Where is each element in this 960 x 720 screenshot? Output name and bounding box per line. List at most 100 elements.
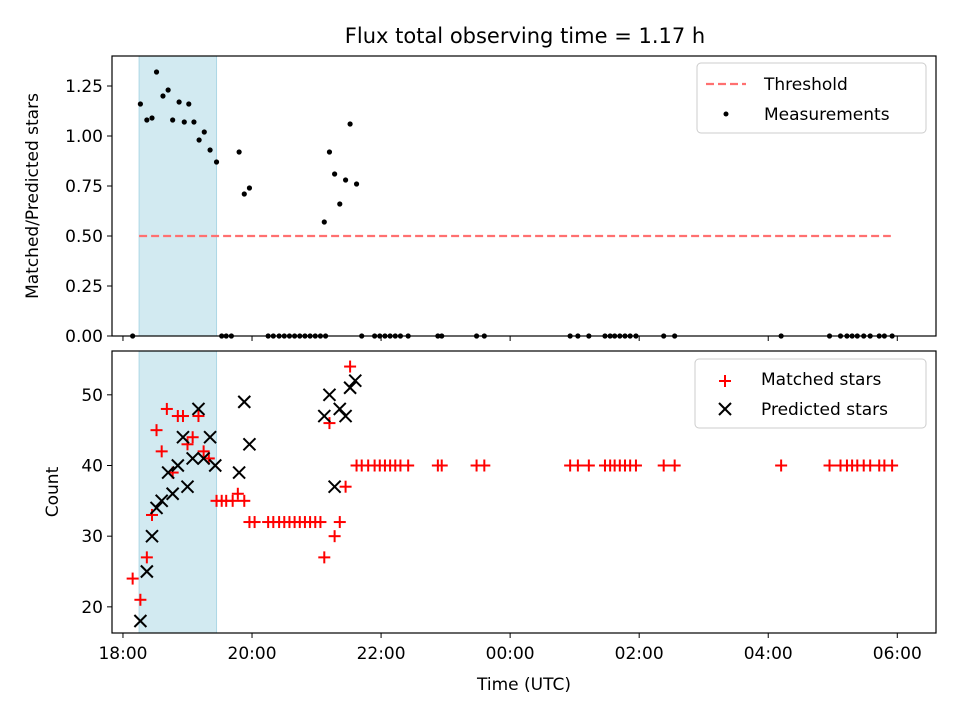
measurement-point bbox=[246, 185, 253, 191]
matched-star-point bbox=[657, 459, 670, 472]
matched-star-point bbox=[238, 494, 251, 507]
matched-star-point bbox=[323, 417, 336, 430]
top-y-tick-label: 1.25 bbox=[65, 77, 103, 97]
matched-star-point bbox=[402, 459, 415, 472]
legend-measurements-label: Measurements bbox=[764, 105, 890, 125]
bottom-y-tick-label: 50 bbox=[81, 386, 103, 406]
chart-title: Flux total observing time = 1.17 h bbox=[345, 24, 705, 48]
matched-star-point bbox=[328, 530, 341, 543]
legend-matched-swatch bbox=[719, 375, 731, 387]
matched-star-point bbox=[775, 459, 788, 472]
observing-span-top bbox=[138, 55, 218, 337]
measurement-point bbox=[181, 119, 187, 125]
predicted-star-point bbox=[154, 494, 169, 508]
matched-star-point bbox=[886, 459, 899, 472]
x-tick-label: 22:00 bbox=[357, 644, 406, 664]
legend-predicted-label: Predicted stars bbox=[761, 400, 888, 420]
matched-star-point bbox=[197, 445, 210, 458]
x-tick-label: 04:00 bbox=[744, 644, 793, 664]
predicted-star-point bbox=[237, 395, 251, 409]
matched-star-point bbox=[231, 487, 244, 500]
bottom-y-axis-label: Count bbox=[43, 466, 63, 517]
bottom-y-tick-label: 20 bbox=[81, 598, 103, 618]
predicted-star-point bbox=[171, 458, 185, 473]
x-tick-label: 00:00 bbox=[486, 644, 535, 664]
predicted-star-point bbox=[145, 529, 159, 543]
matched-star-point bbox=[155, 445, 168, 458]
measurement-point bbox=[160, 93, 166, 99]
predicted-star-point bbox=[176, 430, 190, 444]
legend-threshold-label: Threshold bbox=[763, 75, 848, 95]
measurement-point bbox=[153, 69, 160, 75]
x-tick-label: 02:00 bbox=[615, 644, 664, 664]
top-panel-frame bbox=[111, 55, 937, 337]
matched-star-point bbox=[344, 360, 357, 373]
measurement-point bbox=[347, 121, 353, 127]
measurement-point bbox=[241, 191, 247, 197]
matched-star-point bbox=[339, 480, 352, 493]
x-tick-label: 18:00 bbox=[98, 644, 147, 664]
top-y-tick-label: 1.00 bbox=[65, 127, 103, 147]
measurement-point bbox=[191, 119, 197, 125]
top-y-axis-label: Matched/Predicted stars bbox=[23, 93, 43, 299]
predicted-star-point bbox=[133, 614, 148, 628]
predicted-star-point bbox=[185, 451, 200, 466]
legend-matched-label: Matched stars bbox=[761, 370, 881, 390]
observing-span-bottom bbox=[138, 350, 218, 634]
measurement-point bbox=[201, 129, 207, 135]
matched-star-point bbox=[186, 431, 199, 444]
matched-star-point bbox=[823, 459, 836, 472]
matched-star-point bbox=[582, 459, 595, 472]
measurement-point bbox=[236, 149, 242, 155]
predicted-star-point bbox=[232, 465, 246, 480]
measurement-point bbox=[170, 117, 176, 123]
matched-star-point bbox=[629, 459, 642, 472]
matched-star-point bbox=[571, 459, 584, 472]
bottom-y-tick-label: 40 bbox=[81, 456, 103, 476]
measurement-point bbox=[176, 99, 182, 105]
measurement-point bbox=[353, 181, 360, 187]
predicted-star-point bbox=[191, 402, 206, 416]
measurement-point bbox=[186, 101, 192, 107]
bottom-legend: Matched stars Predicted stars bbox=[694, 358, 927, 429]
predicted-star-point bbox=[317, 409, 331, 423]
matched-star-point bbox=[150, 424, 163, 437]
measurement-point bbox=[196, 137, 202, 143]
top-legend: Threshold Measurements bbox=[696, 62, 927, 134]
matched-star-point bbox=[126, 572, 139, 585]
measurement-point bbox=[337, 201, 343, 207]
bottom-legend-box bbox=[694, 358, 927, 429]
measurement-point bbox=[165, 87, 171, 93]
matched-star-point bbox=[192, 410, 205, 423]
predicted-star-point bbox=[338, 409, 353, 423]
matched-star-point bbox=[176, 410, 189, 423]
x-tick-label: 06:00 bbox=[873, 644, 922, 664]
top-y-tick-label: 0.00 bbox=[65, 327, 103, 347]
predicted-star-point bbox=[203, 430, 217, 444]
predicted-star-point bbox=[327, 479, 342, 494]
measurement-point bbox=[213, 159, 220, 165]
matched-star-point bbox=[134, 593, 147, 606]
predicted-star-point bbox=[343, 381, 357, 395]
predicted-star-point bbox=[196, 451, 211, 466]
measurement-point bbox=[342, 177, 349, 183]
measurement-point bbox=[137, 101, 143, 107]
measurement-point bbox=[321, 219, 327, 225]
x-axis-label: Time (UTC) bbox=[476, 675, 571, 695]
legend-measurements-swatch bbox=[723, 111, 729, 117]
predicted-star-point bbox=[180, 479, 195, 494]
top-panel: 0.00 0.25 0.50 0.75 1.00 1.25 Matched/Predict… bbox=[23, 55, 937, 347]
matched-star-point bbox=[248, 516, 261, 529]
matched-star-point bbox=[140, 551, 153, 564]
matched-star-point bbox=[181, 438, 194, 451]
predicted-star-point bbox=[208, 458, 222, 473]
matched-star-point bbox=[160, 402, 173, 415]
predicted-star-point bbox=[140, 564, 154, 579]
matched-star-point bbox=[314, 516, 327, 529]
top-y-tick-label: 0.25 bbox=[65, 277, 103, 297]
measurement-point bbox=[332, 171, 338, 177]
measurement-point bbox=[149, 115, 155, 121]
measurement-point bbox=[207, 147, 213, 153]
top-y-tick-label: 0.75 bbox=[65, 177, 103, 197]
matched-star-point bbox=[668, 459, 681, 472]
